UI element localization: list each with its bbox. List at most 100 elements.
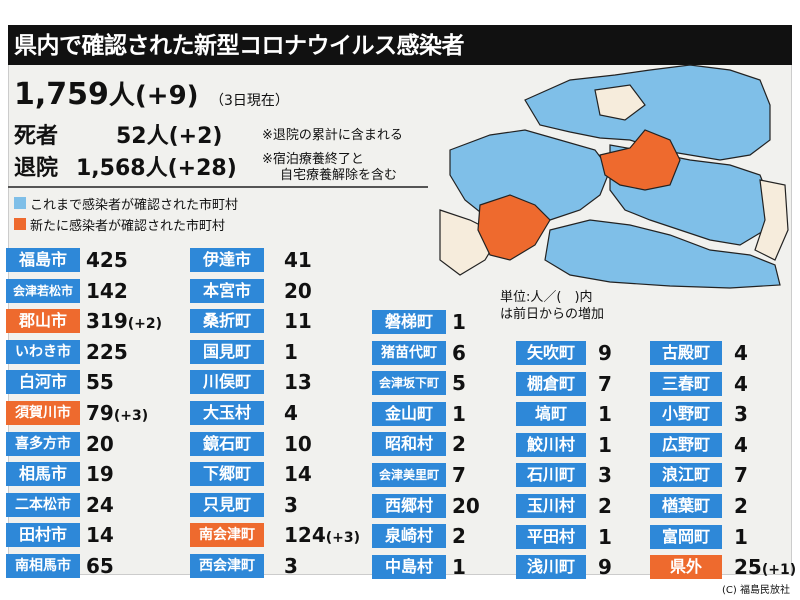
municipality-name: 猪苗代町 bbox=[372, 340, 446, 365]
municipality-name: 金山町 bbox=[372, 401, 446, 426]
municipality-count: 4 bbox=[734, 433, 748, 457]
municipality-name: 西会津町 bbox=[190, 554, 264, 578]
municipality-name: 泉崎村 bbox=[372, 524, 446, 549]
total-count: 1,759人(+9) bbox=[14, 78, 199, 113]
page-title: 県内で確認された新型コロナウイルス感染者 bbox=[14, 33, 465, 59]
count-value: 142 bbox=[86, 278, 128, 303]
count-value: 4 bbox=[734, 432, 748, 457]
count-value: 41 bbox=[284, 248, 312, 272]
date-note: （3日現在） bbox=[210, 93, 289, 109]
municipality-name: 西郷村 bbox=[372, 493, 446, 518]
title-bar bbox=[8, 25, 792, 65]
count-value: 25 bbox=[734, 555, 762, 580]
municipality-name: 相馬市 bbox=[6, 462, 80, 487]
municipality-name: 南相馬市 bbox=[6, 554, 80, 578]
municipality-count: 3 bbox=[284, 554, 298, 578]
municipality-name: 矢吹町 bbox=[516, 341, 586, 365]
municipality-name: 白河市 bbox=[6, 370, 80, 395]
map-region-east bbox=[754, 179, 789, 261]
municipality-count: 1 bbox=[452, 555, 466, 579]
municipality-name: 浪江町 bbox=[650, 463, 722, 488]
municipality-name: 田村市 bbox=[6, 523, 80, 548]
municipality-name: いわき市 bbox=[6, 339, 80, 364]
municipality-count: 142 bbox=[86, 279, 128, 303]
municipality-name: 郡山市 bbox=[6, 309, 80, 334]
municipality-name: 昭和村 bbox=[372, 432, 446, 457]
count-value: 7 bbox=[734, 463, 748, 488]
municipality-count: 1 bbox=[598, 433, 612, 457]
map-region-south bbox=[544, 219, 781, 289]
count-value: 425 bbox=[86, 248, 128, 272]
map-region-new-1 bbox=[599, 129, 681, 191]
municipality-count: 20 bbox=[284, 279, 312, 303]
count-value: 20 bbox=[284, 278, 312, 303]
summary-divider bbox=[8, 186, 428, 188]
count-value: 1 bbox=[598, 402, 612, 427]
municipality-count: 55 bbox=[86, 370, 114, 394]
municipality-count: 225 bbox=[86, 340, 128, 364]
municipality-name: 川俣町 bbox=[190, 370, 264, 395]
count-value: 9 bbox=[598, 555, 612, 580]
municipality-name: 富岡町 bbox=[650, 524, 722, 549]
count-value: 55 bbox=[86, 370, 114, 395]
municipality-count: 7 bbox=[598, 372, 612, 396]
municipality-name: 鏡石町 bbox=[190, 431, 264, 456]
count-value: 1 bbox=[734, 524, 748, 549]
count-value: 124 bbox=[284, 523, 326, 548]
municipality-name: 下郷町 bbox=[190, 462, 264, 487]
count-delta: (+3) bbox=[325, 530, 361, 547]
municipality-name: 棚倉町 bbox=[516, 371, 586, 396]
count-value: 4 bbox=[734, 341, 748, 365]
municipality-count: 9 bbox=[598, 555, 612, 579]
municipality-count: 1 bbox=[598, 525, 612, 549]
municipality-count: 1 bbox=[284, 340, 298, 364]
count-value: 79 bbox=[86, 401, 114, 425]
municipality-count: 4 bbox=[734, 341, 748, 365]
count-value: 13 bbox=[284, 370, 312, 395]
municipality-count: 319(+2) bbox=[86, 309, 162, 333]
count-value: 2 bbox=[452, 432, 466, 457]
municipality-count: 3 bbox=[598, 463, 612, 487]
municipality-name: 広野町 bbox=[650, 432, 722, 457]
count-value: 319 bbox=[86, 309, 128, 334]
count-value: 7 bbox=[598, 371, 612, 396]
municipality-count: 1 bbox=[452, 402, 466, 426]
municipality-name: 県外 bbox=[650, 555, 722, 580]
count-value: 11 bbox=[284, 309, 312, 334]
municipality-count: 2 bbox=[598, 494, 612, 518]
map-region-new-2 bbox=[477, 194, 551, 261]
recovered-label: 退院 bbox=[14, 156, 59, 181]
count-delta: (+3) bbox=[113, 408, 149, 424]
municipality-count: 3 bbox=[734, 402, 748, 426]
municipality-name: 平田村 bbox=[516, 524, 586, 549]
municipality-name: 古殿町 bbox=[650, 341, 722, 365]
municipality-count: 20 bbox=[452, 494, 480, 518]
legend-new: 新たに感染者が確認された市町村 bbox=[30, 219, 226, 234]
unit-note-2: は前日からの増加 bbox=[500, 307, 605, 322]
count-value: 1 bbox=[598, 524, 612, 549]
count-value: 2 bbox=[734, 494, 748, 518]
count-value: 14 bbox=[284, 462, 312, 487]
municipality-count: 13 bbox=[284, 370, 312, 394]
municipality-count: 14 bbox=[284, 462, 312, 486]
count-value: 4 bbox=[734, 371, 748, 396]
municipality-name: 桑折町 bbox=[190, 309, 264, 334]
deaths-label: 死者 bbox=[14, 124, 59, 149]
municipality-name: 磐梯町 bbox=[372, 310, 446, 334]
count-delta: (+1) bbox=[761, 562, 797, 579]
municipality-name: 福島市 bbox=[6, 248, 80, 272]
municipality-count: 14 bbox=[86, 523, 114, 547]
unit-note-1: 単位:人／( )内 bbox=[500, 290, 593, 305]
municipality-count: 9 bbox=[598, 341, 612, 365]
count-value: 1 bbox=[598, 432, 612, 457]
count-value: 3 bbox=[734, 402, 748, 427]
municipality-count: 19 bbox=[86, 462, 114, 486]
municipality-name: 楢葉町 bbox=[650, 494, 722, 518]
map-region-north bbox=[594, 84, 646, 121]
municipality-name: 二本松市 bbox=[6, 492, 80, 517]
legend-swatch-confirmed bbox=[14, 197, 26, 209]
count-value: 6 bbox=[452, 340, 466, 365]
municipality-name: 三春町 bbox=[650, 371, 722, 396]
municipality-count: 2 bbox=[452, 432, 466, 456]
municipality-count: 124(+3) bbox=[284, 523, 360, 547]
